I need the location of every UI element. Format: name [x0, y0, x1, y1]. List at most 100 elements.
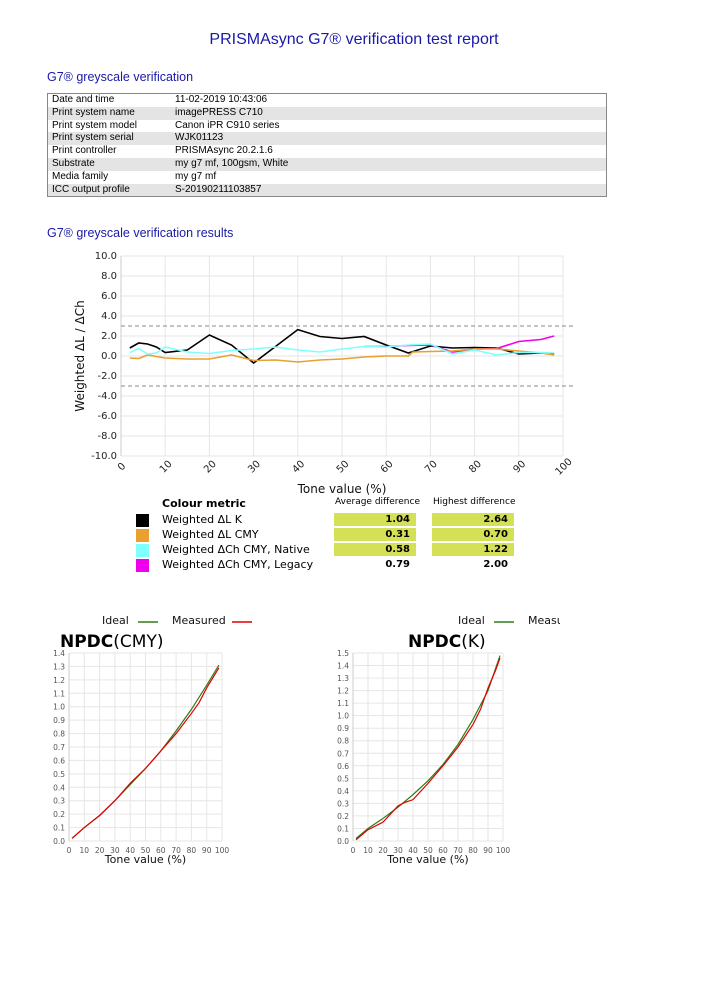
y-tick-label: 0.3	[53, 797, 65, 806]
y-tick-label: 0.5	[337, 774, 349, 783]
y-tick-label: 1.2	[53, 676, 65, 685]
title-bold: NPDC	[60, 632, 113, 652]
hi-header: Highest difference	[433, 497, 516, 507]
x-tick-label: 50	[335, 459, 352, 476]
y-tick-label: 1.4	[337, 662, 349, 671]
legend-measured-label: Measured	[528, 614, 560, 627]
y-tick-label: 1.1	[337, 699, 349, 708]
y-tick-label: 0.1	[53, 824, 65, 833]
info-row: ICC output profile S-20190211103857	[47, 183, 607, 197]
y-tick-label: -8.0	[97, 431, 117, 442]
info-row: Media family my g7 mf	[48, 171, 607, 184]
legend-metric-name: Weighted ΔL K	[162, 513, 242, 526]
y-tick-label: 1.2	[337, 687, 349, 696]
y-tick-label: 0.6	[337, 762, 349, 771]
y-tick-label: 10.0	[95, 251, 117, 262]
info-row: Substrate my g7 mf, 100gsm, White	[47, 157, 607, 171]
report-title: PRISMAsync G7® verification test report	[209, 31, 499, 48]
y-tick-label: 0.9	[337, 724, 349, 733]
chart-title: NPDC(K)	[408, 632, 486, 652]
y-tick-label: 2.0	[101, 331, 117, 342]
y-tick-label: 0.3	[337, 799, 349, 808]
info-label: ICC output profile	[52, 183, 130, 195]
info-value: Canon iPR C910 series	[175, 119, 280, 131]
info-label: Print system name	[52, 106, 135, 118]
section-heading-results: G7® greyscale verification results	[47, 226, 234, 240]
highest-difference: 1.22	[432, 543, 514, 556]
y-tick-label: 1.3	[337, 674, 349, 683]
x-tick-label: 50	[423, 846, 433, 855]
x-tick-label: 0	[351, 846, 356, 855]
x-tick-label: 10	[158, 459, 175, 476]
avg-header: Average difference	[335, 497, 420, 507]
info-value: my g7 mf	[175, 170, 217, 182]
y-tick-label: -6.0	[97, 411, 117, 422]
y-tick-label: -10.0	[91, 451, 117, 462]
x-tick-label: 100	[553, 456, 574, 477]
y-tick-label: 8.0	[101, 271, 117, 282]
info-row: Date and time 11-02-2019 10:43:06	[48, 94, 607, 107]
info-row: Print system name imagePRESS C710	[47, 106, 607, 120]
x-tick-label: 100	[496, 846, 511, 855]
info-row: Print system model Canon iPR C910 series	[48, 120, 607, 133]
x-tick-label: 80	[468, 846, 478, 855]
y-tick-label: 0.4	[337, 787, 349, 796]
npdc-cmy-chart: 0 10 20 30 40 50 60 70 80 90 100 0.0 0.1 0.2 0.3 0.4 0.5…	[53, 614, 252, 866]
y-tick-label: 0.6	[53, 756, 65, 765]
legend-swatch	[136, 514, 149, 527]
y-tick-label: 0.8	[53, 730, 65, 739]
y-tick-label: 6.0	[101, 291, 117, 302]
x-tick-label: 30	[246, 459, 263, 476]
legend-ideal-label: Ideal	[458, 614, 485, 627]
x-tick-label: 60	[156, 846, 166, 855]
x-tick-label: 0	[67, 846, 72, 855]
x-tick-label: 60	[379, 459, 396, 476]
x-tick-label: 90	[511, 459, 528, 476]
info-value: imagePRESS C710	[175, 106, 263, 118]
y-tick-label: -2.0	[97, 371, 117, 382]
average-difference: 0.79	[385, 559, 410, 570]
y-tick-label: 1.0	[53, 703, 65, 712]
legend-measured-label: Measured	[172, 614, 226, 627]
average-difference: 0.31	[334, 528, 416, 541]
x-tick-label: 20	[378, 846, 388, 855]
average-difference: 1.04	[334, 513, 416, 526]
legend-swatch	[136, 559, 149, 572]
y-tick-label: 1.4	[53, 649, 65, 658]
info-value: 11-02-2019 10:43:06	[175, 94, 268, 105]
info-label: Print system model	[52, 119, 138, 131]
highest-difference: 2.00	[483, 559, 508, 570]
legend-swatch	[136, 544, 149, 557]
info-label: Date and time	[52, 94, 115, 105]
x-tick-label: 80	[467, 459, 484, 476]
x-tick-label: 20	[95, 846, 105, 855]
title-rest: (K)	[461, 632, 485, 652]
y-tick-label: 1.5	[337, 649, 349, 658]
y-tick-label: -4.0	[97, 391, 117, 402]
info-value: my g7 mf, 100gsm, White	[175, 157, 289, 169]
series-line	[355, 657, 501, 841]
y-tick-label: 4.0	[101, 311, 117, 322]
info-row: Print controller PRISMAsync 20.2.1.6	[48, 145, 607, 158]
x-tick-label: 50	[141, 846, 151, 855]
y-tick-label: 0.2	[53, 810, 65, 819]
legend-metric-name: Weighted ΔL CMY	[162, 528, 259, 541]
x-tick-label: 10	[80, 846, 90, 855]
y-tick-label: 0.1	[337, 824, 349, 833]
info-row: Print system serial WJK01123	[47, 132, 607, 146]
info-value: S-20190211103857	[175, 183, 262, 195]
title-bold: NPDC	[408, 632, 461, 652]
y-tick-label: 1.3	[53, 662, 65, 671]
average-difference: 0.58	[334, 543, 416, 556]
x-tick-label: 60	[438, 846, 448, 855]
y-tick-label: 0.9	[53, 716, 65, 725]
x-axis-label: Tone value (%)	[386, 853, 468, 866]
y-tick-label: 0.0	[101, 351, 117, 362]
x-tick-label: 90	[483, 846, 493, 855]
x-tick-label: 100	[215, 846, 230, 855]
info-label: Print controller	[52, 145, 117, 157]
y-axis-label: Weighted ΔL / ΔCh	[73, 300, 87, 411]
y-tick-label: 0.5	[53, 770, 65, 779]
title-rest: (CMY)	[113, 632, 163, 652]
